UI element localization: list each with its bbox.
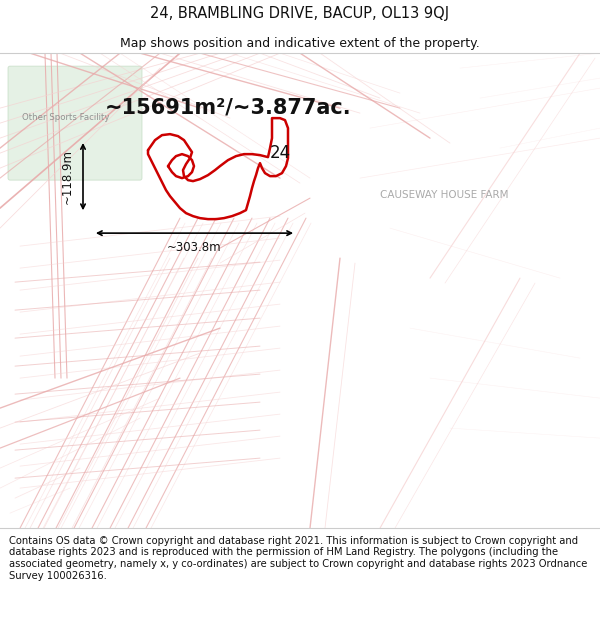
Text: ~15691m²/~3.877ac.: ~15691m²/~3.877ac. <box>105 97 352 117</box>
Text: CAUSEWAY HOUSE FARM: CAUSEWAY HOUSE FARM <box>380 190 509 200</box>
Text: Map shows position and indicative extent of the property.: Map shows position and indicative extent… <box>120 37 480 50</box>
Text: ~303.8m: ~303.8m <box>167 241 222 254</box>
Text: Contains OS data © Crown copyright and database right 2021. This information is : Contains OS data © Crown copyright and d… <box>9 536 587 581</box>
FancyBboxPatch shape <box>8 66 142 180</box>
Text: 24, BRAMBLING DRIVE, BACUP, OL13 9QJ: 24, BRAMBLING DRIVE, BACUP, OL13 9QJ <box>151 6 449 21</box>
Text: ~118.9m: ~118.9m <box>61 149 74 204</box>
Text: 24: 24 <box>270 144 291 162</box>
Text: Other Sports Facility: Other Sports Facility <box>22 113 110 122</box>
